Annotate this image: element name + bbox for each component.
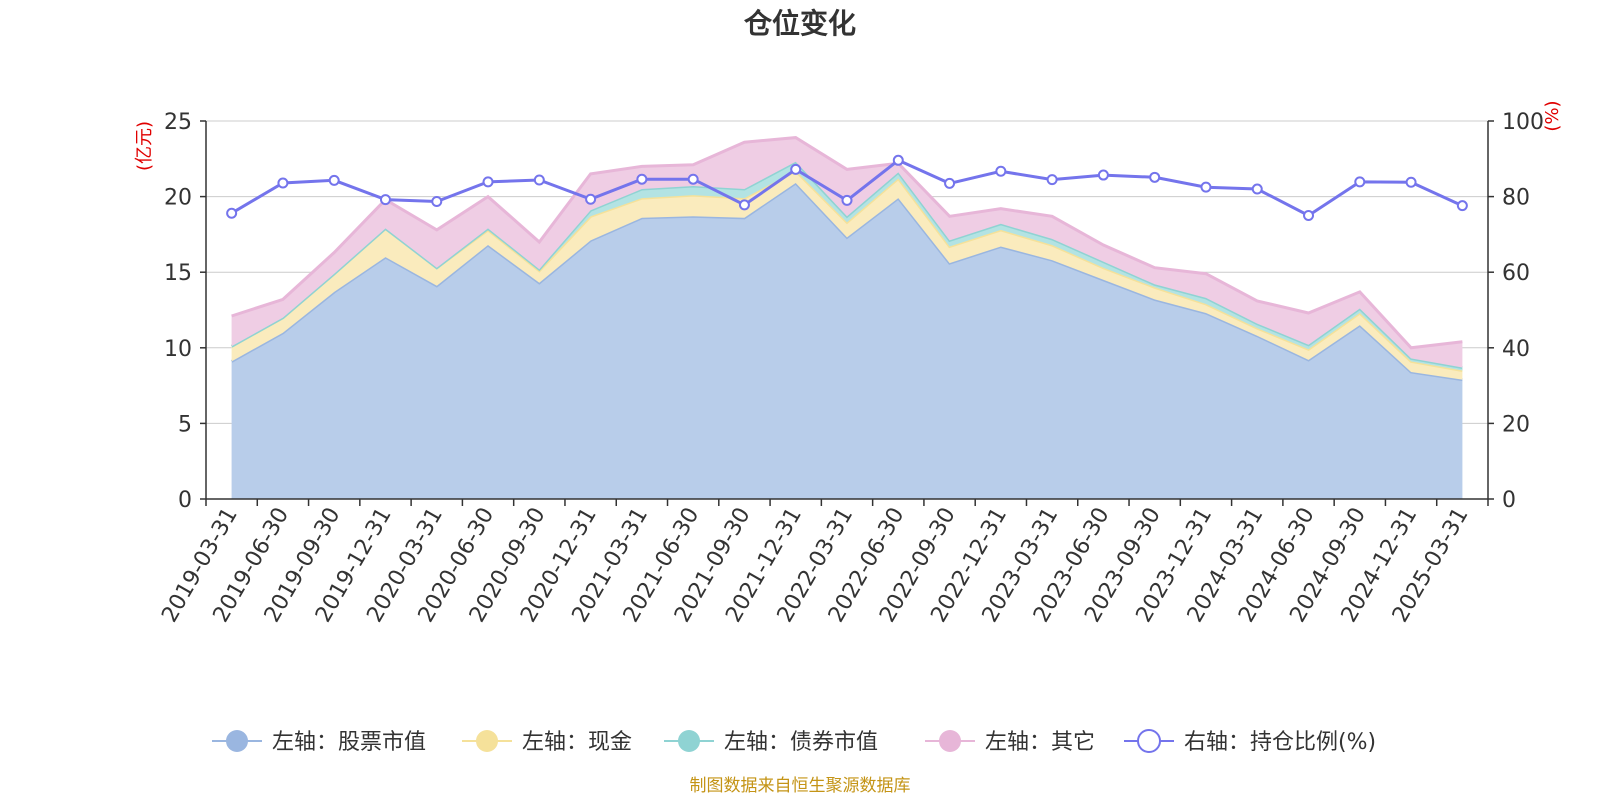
ratio-point	[533, 174, 545, 186]
ratio-point	[1456, 200, 1468, 212]
ratio-point	[944, 177, 956, 189]
ratio-line-layer	[226, 154, 1468, 221]
ratio-point	[1149, 171, 1161, 183]
legend-item-4[interactable]: 右轴：持仓比例(%)	[1124, 729, 1376, 755]
ratio-point	[379, 194, 391, 206]
left-axis-unit: (亿元)	[134, 121, 155, 171]
ratio-point	[482, 176, 494, 188]
legend-swatch-marker	[939, 730, 961, 752]
legend[interactable]: 左轴：股票市值 左轴：现金 左轴：债券市值 左轴：其它 右轴：持仓比例(%)	[212, 729, 1376, 755]
legend-label: 右轴：持仓比例(%)	[1184, 730, 1376, 755]
legend-swatch-marker	[476, 730, 498, 752]
legend-swatch-marker	[1137, 729, 1161, 753]
ratio-point	[1251, 183, 1263, 195]
right-tick-label: 40	[1502, 337, 1530, 362]
left-tick-label: 10	[164, 337, 192, 362]
left-tick-label: 25	[164, 110, 192, 135]
ratio-point	[1097, 169, 1109, 181]
ratio-point	[1200, 181, 1212, 193]
area-series-0	[231, 183, 1463, 499]
ratio-point	[585, 193, 597, 205]
ratio-point	[226, 207, 238, 219]
area-series-3-edge	[231, 136, 1463, 350]
legend-swatch-marker	[678, 730, 700, 752]
left-tick-label: 20	[164, 186, 192, 211]
ratio-point	[431, 196, 443, 208]
ratio-point	[1303, 210, 1315, 221]
legend-label: 左轴：股票市值	[272, 730, 426, 755]
right-tick-label: 80	[1502, 186, 1530, 211]
right-tick-label: 60	[1502, 261, 1530, 286]
legend-item-1[interactable]: 左轴：现金	[462, 730, 632, 755]
ratio-point	[636, 173, 648, 185]
legend-label: 左轴：现金	[522, 730, 632, 755]
ratio-point	[995, 165, 1007, 177]
ratio-point	[790, 163, 802, 175]
ratio-point	[277, 177, 289, 189]
legend-item-0[interactable]: 左轴：股票市值	[212, 730, 426, 755]
stacked-areas	[230, 136, 1463, 499]
ratio-point	[1046, 174, 1058, 186]
legend-item-3[interactable]: 左轴：其它	[925, 730, 1095, 755]
area-series-3	[231, 137, 1463, 368]
source-note: 制图数据来自恒生聚源数据库	[690, 776, 911, 796]
left-tick-label: 5	[178, 412, 192, 437]
legend-label: 左轴：债券市值	[724, 730, 878, 755]
ratio-point	[841, 194, 853, 206]
legend-item-2[interactable]: 左轴：债券市值	[664, 730, 878, 755]
ratio-point	[1405, 176, 1417, 188]
right-tick-label: 0	[1502, 488, 1516, 513]
ratio-point	[892, 154, 904, 166]
ratio-point	[738, 199, 750, 211]
ratio-point	[687, 173, 699, 185]
right-tick-label: 20	[1502, 412, 1530, 437]
chart-title: 仓位变化	[744, 7, 856, 40]
right-axis-unit: (%)	[1542, 100, 1563, 131]
right-tick-label: 100	[1502, 110, 1544, 135]
legend-label: 左轴：其它	[985, 730, 1095, 755]
left-tick-label: 0	[178, 488, 192, 513]
ratio-point	[1354, 176, 1366, 188]
ratio-point	[328, 174, 340, 186]
legend-swatch-marker	[226, 730, 248, 752]
left-tick-label: 15	[164, 261, 192, 286]
